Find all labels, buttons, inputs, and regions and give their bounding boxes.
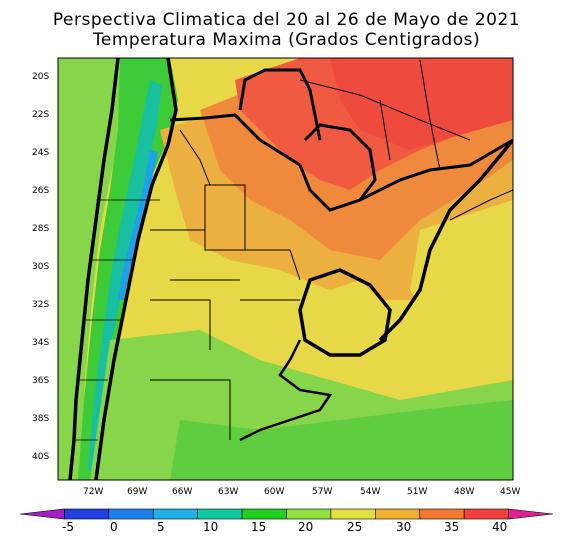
colorbar-segment: [152, 508, 198, 520]
lat-label: 20S: [32, 72, 49, 82]
colorbar-segment: [463, 508, 509, 520]
lon-label: 66W: [172, 487, 192, 497]
temperature-field: [58, 58, 513, 480]
colorbar-segment: [19, 508, 65, 520]
longitude-axis: 72W 69W 66W 63W 60W 57W 54W 51W 48W 45W: [83, 487, 520, 497]
colorbar-tick: -5: [62, 520, 74, 534]
colorbar-tick: 30: [396, 520, 411, 534]
colorbar-tick: 25: [347, 520, 362, 534]
lon-label: 57W: [312, 487, 332, 497]
colorbar: [19, 508, 554, 520]
lon-label: 69W: [127, 487, 147, 497]
lat-label: 34S: [32, 338, 49, 348]
colorbar-segment: [330, 508, 376, 520]
lon-label: 51W: [407, 487, 427, 497]
lat-label: 24S: [32, 148, 49, 158]
colorbar-segment: [108, 508, 154, 520]
colorbar-segment: [197, 508, 243, 520]
colorbar-segment: [419, 508, 465, 520]
colorbar-tick: 10: [203, 520, 218, 534]
colorbar-tick: 5: [157, 520, 165, 534]
colorbar-segment: [508, 508, 554, 520]
colorbar-segment: [64, 508, 110, 520]
lat-label: 30S: [32, 262, 49, 272]
colorbar-segment: [286, 508, 332, 520]
colorbar-labels: -5 0 5 10 15 20 25 30 35 40: [62, 520, 507, 534]
colorbar-tick: 20: [298, 520, 313, 534]
lon-label: 54W: [360, 487, 380, 497]
lat-label: 26S: [32, 186, 49, 196]
colorbar-tick: 40: [492, 520, 507, 534]
lon-label: 45W: [500, 487, 520, 497]
lat-label: 38S: [32, 414, 49, 424]
lon-label: 60W: [264, 487, 284, 497]
lon-label: 48W: [454, 487, 474, 497]
latitude-axis: 20S 22S 24S 26S 28S 30S 32S 34S 36S 38S …: [32, 72, 49, 462]
country-borders: [68, 58, 513, 480]
map-title-line1: Perspectiva Climatica del 20 al 26 de Ma…: [52, 10, 521, 30]
colorbar-tick: 15: [251, 520, 266, 534]
lon-label: 72W: [83, 487, 103, 497]
colorbar-segment: [241, 508, 287, 520]
colorbar-segment: [375, 508, 421, 520]
colorbar-tick: 35: [444, 520, 459, 534]
lon-label: 63W: [218, 487, 238, 497]
colorbar-tick: 0: [110, 520, 118, 534]
plot-frame: [57, 57, 514, 481]
lat-label: 28S: [32, 224, 49, 234]
lat-label: 22S: [32, 110, 49, 120]
lat-label: 40S: [32, 452, 49, 462]
lat-label: 32S: [32, 300, 49, 310]
map-title-line2: Temperatura Maxima (Grados Centigrados): [92, 30, 481, 50]
lat-label: 36S: [32, 376, 49, 386]
